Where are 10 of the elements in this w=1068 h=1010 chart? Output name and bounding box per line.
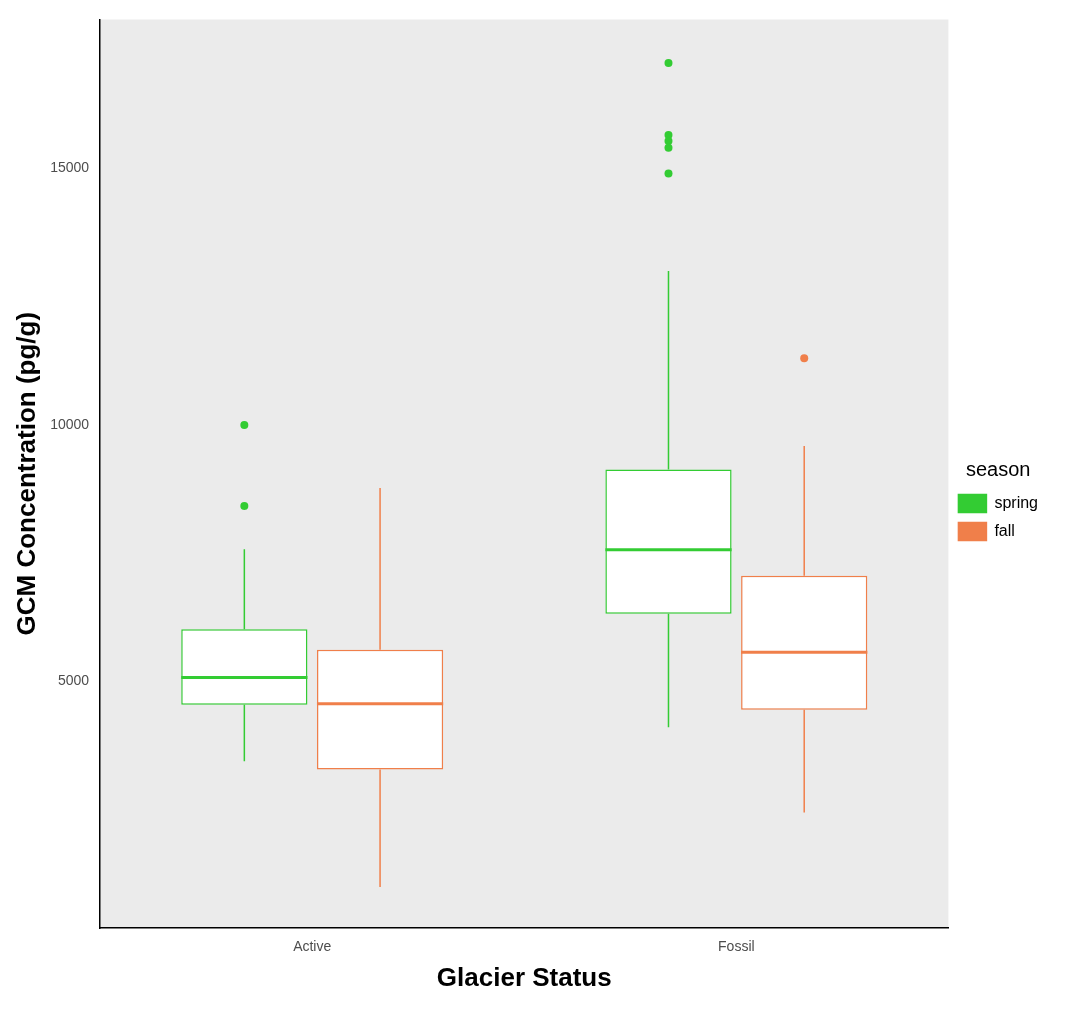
x-tick-label: Fossil <box>718 938 755 955</box>
y-tick-label: 5000 <box>57 672 90 689</box>
legend-label: fall <box>994 521 1015 539</box>
x-axis-title: Glacier Status <box>436 961 612 992</box>
legend-label: spring <box>994 493 1038 511</box>
legend-title: season <box>965 458 1031 481</box>
y-tick-label: 10000 <box>50 415 90 432</box>
x-tick-label: Active <box>293 938 332 955</box>
y-tick-label: 15000 <box>50 159 90 176</box>
y-axis-title: GCM Concentration (pg/g) <box>10 311 41 636</box>
